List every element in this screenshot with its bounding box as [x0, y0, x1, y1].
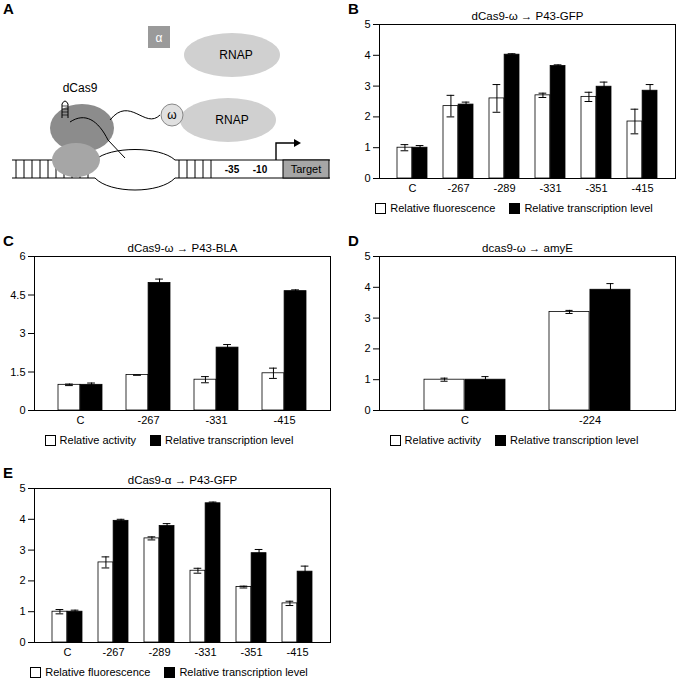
svg-text:4: 4: [364, 281, 370, 293]
svg-text:-331: -331: [539, 182, 561, 194]
svg-text:1: 1: [19, 605, 25, 617]
svg-text:α: α: [156, 31, 163, 45]
svg-text:3: 3: [364, 312, 370, 324]
svg-text:C: C: [409, 182, 417, 194]
html-text:A: A: [3, 0, 14, 17]
svg-text:5: 5: [364, 250, 370, 262]
html-text:Relative transcription level: Relative transcription level: [510, 433, 639, 446]
svg-text:2: 2: [364, 110, 370, 122]
svg-text:3: 3: [364, 80, 370, 92]
html-text:Relative transcription level: Relative transcription level: [179, 665, 308, 678]
svg-text:-351: -351: [585, 182, 607, 194]
svg-text:C: C: [77, 414, 85, 426]
svg-text:-267: -267: [102, 646, 124, 658]
svg-text:-351: -351: [240, 646, 262, 658]
svg-text:4: 4: [19, 513, 25, 525]
svg-text:C: C: [64, 646, 72, 658]
svg-text:-331: -331: [194, 646, 216, 658]
svg-text:dCas9-ω → P43-BLA: dCas9-ω → P43-BLA: [128, 242, 238, 254]
svg-text:0: 0: [364, 404, 370, 416]
svg-text:dCas9-ω → P43-GFP: dCas9-ω → P43-GFP: [472, 10, 584, 22]
svg-text:dCas9-α → P43-GFP: dCas9-α → P43-GFP: [128, 474, 238, 486]
svg-text:dcas9-ω → amyE: dcas9-ω → amyE: [482, 242, 573, 254]
html-text:Relative fluorescence: Relative fluorescence: [45, 665, 151, 678]
svg-text:dCas9: dCas9: [63, 81, 98, 95]
svg-text:3: 3: [19, 327, 25, 339]
svg-text:6: 6: [19, 250, 25, 262]
svg-text:4: 4: [364, 49, 370, 61]
html-text:C: C: [3, 232, 14, 249]
svg-text:RNAP: RNAP: [219, 48, 252, 62]
svg-text:-10: -10: [253, 164, 268, 175]
html-text:Relative activity: Relative activity: [404, 433, 481, 446]
svg-text:5: 5: [364, 18, 370, 30]
html-text:Relative activity: Relative activity: [59, 433, 136, 446]
svg-text:RNAP: RNAP: [215, 113, 248, 127]
svg-text:0: 0: [19, 404, 25, 416]
svg-text:0: 0: [364, 172, 370, 184]
html-text:Relative transcription level: Relative transcription level: [165, 433, 294, 446]
svg-text:5: 5: [19, 482, 25, 494]
svg-text:-415: -415: [631, 182, 653, 194]
html-text:D: D: [348, 232, 359, 249]
svg-text:1: 1: [364, 141, 370, 153]
svg-text:-35: -35: [225, 164, 240, 175]
svg-text:Target: Target: [291, 163, 322, 175]
svg-text:C: C: [461, 414, 469, 426]
svg-text:-267: -267: [447, 182, 469, 194]
svg-text:2: 2: [364, 342, 370, 354]
svg-text:1: 1: [364, 373, 370, 385]
html-text:E: E: [3, 464, 13, 481]
svg-text:2: 2: [19, 574, 25, 586]
svg-text:-289: -289: [148, 646, 170, 658]
html-text:Relative fluorescence: Relative fluorescence: [390, 201, 496, 214]
html-text:B: B: [348, 0, 359, 17]
svg-text:-267: -267: [137, 414, 159, 426]
svg-text:0: 0: [19, 636, 25, 648]
html-text:Relative transcription level: Relative transcription level: [524, 201, 653, 214]
svg-text:-289: -289: [493, 182, 515, 194]
svg-text:1.5: 1.5: [10, 366, 25, 378]
svg-text:3: 3: [19, 544, 25, 556]
svg-text:-415: -415: [286, 646, 308, 658]
svg-text:ω: ω: [167, 108, 176, 122]
svg-text:-224: -224: [579, 414, 601, 426]
svg-text:-331: -331: [205, 414, 227, 426]
svg-text:-415: -415: [273, 414, 295, 426]
svg-text:4.5: 4.5: [10, 289, 25, 301]
